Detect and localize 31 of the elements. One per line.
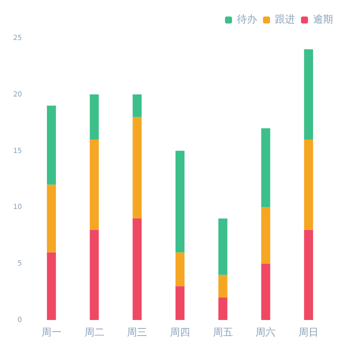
x-tick-label: 周二 bbox=[84, 328, 104, 338]
bar bbox=[90, 94, 99, 140]
bar bbox=[132, 218, 142, 320]
x-tick-label: 周五 bbox=[212, 328, 233, 338]
bar bbox=[90, 230, 99, 320]
legend-label: 逾期 bbox=[313, 14, 333, 26]
bar bbox=[176, 252, 184, 286]
bar bbox=[90, 140, 99, 230]
bar bbox=[176, 150, 184, 252]
bar bbox=[218, 218, 228, 275]
bar bbox=[261, 264, 270, 320]
bar bbox=[132, 116, 142, 218]
bar bbox=[261, 128, 270, 208]
legend-label: 跟进 bbox=[275, 14, 295, 26]
bar bbox=[132, 94, 142, 117]
x-tick-label: 周四 bbox=[170, 328, 190, 338]
bar bbox=[218, 297, 228, 320]
x-tick-label: 周六 bbox=[256, 326, 276, 338]
bar bbox=[176, 286, 184, 320]
x-tick-label: 周日 bbox=[298, 328, 319, 338]
x-tick-label: 周一 bbox=[41, 328, 62, 338]
bar bbox=[304, 230, 314, 320]
bar bbox=[46, 184, 56, 252]
legend-label: 待办 bbox=[237, 14, 257, 26]
bar bbox=[304, 140, 314, 230]
bar bbox=[304, 49, 314, 140]
x-tick-label: 周三 bbox=[127, 328, 148, 338]
bar bbox=[46, 106, 56, 185]
bar bbox=[261, 207, 270, 264]
bar bbox=[46, 252, 56, 320]
bar bbox=[218, 274, 228, 298]
